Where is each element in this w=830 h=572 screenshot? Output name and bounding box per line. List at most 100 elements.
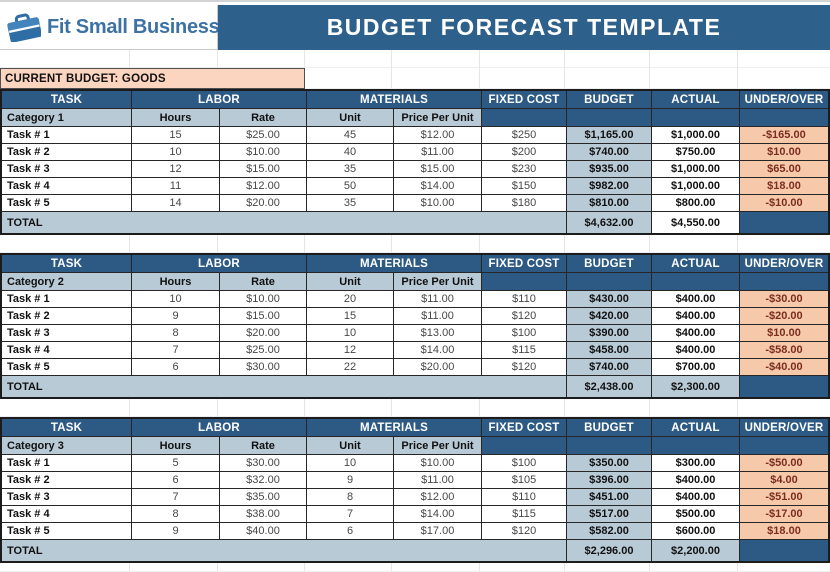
column-header-under-over[interactable]: UNDER/OVER — [740, 91, 828, 109]
column-header-under-over[interactable]: UNDER/OVER — [740, 419, 828, 437]
hours-cell[interactable]: 6 — [132, 472, 220, 489]
subheader-unit[interactable]: Unit — [307, 437, 394, 455]
price-per-unit-cell[interactable]: $11.00 — [394, 472, 482, 489]
rate-cell[interactable]: $15.00 — [220, 308, 307, 325]
fixed-cost-cell[interactable]: $200 — [482, 144, 567, 161]
under-over-cell[interactable]: $10.00 — [740, 144, 828, 161]
actual-cell[interactable]: $300.00 — [652, 455, 740, 472]
fixed-cost-cell[interactable]: $110 — [482, 291, 567, 308]
budget-cell[interactable]: $451.00 — [567, 489, 652, 506]
actual-cell[interactable]: $400.00 — [652, 291, 740, 308]
task-label-cell[interactable]: Task # 2 — [2, 144, 132, 161]
category-label[interactable]: Category 3 — [2, 437, 132, 455]
unit-cell[interactable]: 8 — [307, 489, 394, 506]
rate-cell[interactable]: $35.00 — [220, 489, 307, 506]
rate-cell[interactable]: $25.00 — [220, 127, 307, 144]
under-over-cell[interactable]: $10.00 — [740, 325, 828, 342]
column-header-actual[interactable]: ACTUAL — [652, 419, 740, 437]
budget-cell[interactable]: $740.00 — [567, 359, 652, 376]
subheader-hours[interactable]: Hours — [132, 437, 220, 455]
hours-cell[interactable]: 8 — [132, 325, 220, 342]
fixed-cost-cell[interactable]: $150 — [482, 178, 567, 195]
total-actual-cell[interactable]: $2,200.00 — [652, 540, 740, 561]
unit-cell[interactable]: 40 — [307, 144, 394, 161]
hours-cell[interactable]: 15 — [132, 127, 220, 144]
subheader-price-per-unit[interactable]: Price Per Unit — [394, 273, 482, 291]
unit-cell[interactable]: 35 — [307, 161, 394, 178]
subheader-price-per-unit[interactable]: Price Per Unit — [394, 109, 482, 127]
column-header-actual[interactable]: ACTUAL — [652, 91, 740, 109]
actual-cell[interactable]: $400.00 — [652, 342, 740, 359]
task-label-cell[interactable]: Task # 4 — [2, 342, 132, 359]
price-per-unit-cell[interactable]: $20.00 — [394, 359, 482, 376]
hours-cell[interactable]: 11 — [132, 178, 220, 195]
total-budget-cell[interactable]: $2,438.00 — [567, 376, 652, 397]
under-over-cell[interactable]: -$17.00 — [740, 506, 828, 523]
rate-cell[interactable]: $20.00 — [220, 195, 307, 212]
fixed-cost-cell[interactable]: $180 — [482, 195, 567, 212]
unit-cell[interactable]: 22 — [307, 359, 394, 376]
total-actual-cell[interactable]: $2,300.00 — [652, 376, 740, 397]
budget-cell[interactable]: $458.00 — [567, 342, 652, 359]
task-label-cell[interactable]: Task # 4 — [2, 506, 132, 523]
price-per-unit-cell[interactable]: $15.00 — [394, 161, 482, 178]
hours-cell[interactable]: 9 — [132, 308, 220, 325]
budget-cell[interactable]: $935.00 — [567, 161, 652, 178]
fixed-cost-cell[interactable]: $120 — [482, 359, 567, 376]
actual-cell[interactable]: $400.00 — [652, 472, 740, 489]
category-label[interactable]: Category 1 — [2, 109, 132, 127]
task-label-cell[interactable]: Task # 1 — [2, 455, 132, 472]
hours-cell[interactable]: 14 — [132, 195, 220, 212]
under-over-cell[interactable]: $18.00 — [740, 178, 828, 195]
budget-cell[interactable]: $430.00 — [567, 291, 652, 308]
price-per-unit-cell[interactable]: $12.00 — [394, 127, 482, 144]
task-label-cell[interactable]: Task # 2 — [2, 308, 132, 325]
total-label[interactable]: TOTAL — [2, 376, 567, 397]
rate-cell[interactable]: $15.00 — [220, 161, 307, 178]
hours-cell[interactable]: 8 — [132, 506, 220, 523]
column-header-budget[interactable]: BUDGET — [567, 255, 652, 273]
budget-cell[interactable]: $517.00 — [567, 506, 652, 523]
task-label-cell[interactable]: Task # 5 — [2, 359, 132, 376]
hours-cell[interactable]: 6 — [132, 359, 220, 376]
task-label-cell[interactable]: Task # 1 — [2, 127, 132, 144]
subheader-rate[interactable]: Rate — [220, 109, 307, 127]
actual-cell[interactable]: $400.00 — [652, 325, 740, 342]
rate-cell[interactable]: $30.00 — [220, 359, 307, 376]
fixed-cost-cell[interactable]: $230 — [482, 161, 567, 178]
under-over-cell[interactable]: -$165.00 — [740, 127, 828, 144]
subheader-rate[interactable]: Rate — [220, 437, 307, 455]
column-header-labor[interactable]: LABOR — [132, 91, 307, 109]
unit-cell[interactable]: 50 — [307, 178, 394, 195]
unit-cell[interactable]: 15 — [307, 308, 394, 325]
under-over-cell[interactable]: -$51.00 — [740, 489, 828, 506]
total-actual-cell[interactable]: $4,550.00 — [652, 212, 740, 233]
subheader-hours[interactable]: Hours — [132, 109, 220, 127]
under-over-cell[interactable]: -$58.00 — [740, 342, 828, 359]
actual-cell[interactable]: $400.00 — [652, 308, 740, 325]
fixed-cost-cell[interactable]: $100 — [482, 325, 567, 342]
under-over-cell[interactable]: -$20.00 — [740, 308, 828, 325]
budget-cell[interactable]: $390.00 — [567, 325, 652, 342]
unit-cell[interactable]: 6 — [307, 523, 394, 540]
budget-cell[interactable]: $396.00 — [567, 472, 652, 489]
subheader-unit[interactable]: Unit — [307, 109, 394, 127]
task-label-cell[interactable]: Task # 4 — [2, 178, 132, 195]
rate-cell[interactable]: $30.00 — [220, 455, 307, 472]
price-per-unit-cell[interactable]: $12.00 — [394, 489, 482, 506]
task-label-cell[interactable]: Task # 2 — [2, 472, 132, 489]
price-per-unit-cell[interactable]: $11.00 — [394, 291, 482, 308]
unit-cell[interactable]: 10 — [307, 455, 394, 472]
actual-cell[interactable]: $600.00 — [652, 523, 740, 540]
under-over-cell[interactable]: -$10.00 — [740, 195, 828, 212]
budget-cell[interactable]: $582.00 — [567, 523, 652, 540]
hours-cell[interactable]: 10 — [132, 144, 220, 161]
task-label-cell[interactable]: Task # 3 — [2, 325, 132, 342]
actual-cell[interactable]: $700.00 — [652, 359, 740, 376]
subheader-unit[interactable]: Unit — [307, 273, 394, 291]
unit-cell[interactable]: 9 — [307, 472, 394, 489]
under-over-cell[interactable]: $4.00 — [740, 472, 828, 489]
rate-cell[interactable]: $40.00 — [220, 523, 307, 540]
price-per-unit-cell[interactable]: $11.00 — [394, 144, 482, 161]
column-header-fixed-cost[interactable]: FIXED COST — [482, 91, 567, 109]
